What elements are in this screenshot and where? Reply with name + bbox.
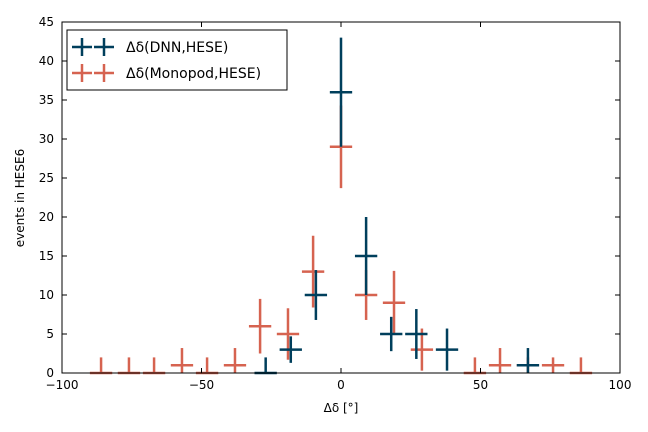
data-point	[279, 336, 302, 363]
y-axis-label: events in HESE6	[13, 149, 27, 247]
x-tick-label: −50	[189, 378, 214, 392]
x-tick-label: −100	[46, 378, 79, 392]
x-tick-label: 50	[473, 378, 488, 392]
y-tick-label: 5	[46, 327, 54, 341]
data-point	[304, 270, 328, 320]
data-point	[276, 308, 300, 360]
data-point	[354, 217, 378, 295]
data-point	[463, 357, 487, 375]
data-point	[195, 357, 219, 375]
legend-entry: Δδ(Monopod,HESE)	[72, 64, 261, 82]
axis-ticks: −100 −50 0 50 100 0 5 10 15 20 25 30 35 40 45	[39, 15, 632, 392]
y-tick-label: 20	[39, 210, 54, 224]
data-point	[89, 357, 113, 375]
data-point	[410, 328, 434, 371]
data-point	[380, 316, 403, 352]
data-point	[382, 270, 406, 335]
data-point	[223, 348, 247, 373]
y-tick-label: 30	[39, 132, 54, 146]
data-point	[405, 309, 428, 359]
data-point	[569, 357, 593, 375]
y-tick-label: 25	[39, 171, 54, 185]
data-point	[488, 348, 512, 373]
y-tick-label: 45	[39, 15, 54, 29]
data-point	[541, 357, 565, 373]
data-point	[248, 298, 272, 354]
legend: Δδ(DNN,HESE) Δδ(Monopod,HESE)	[66, 29, 288, 91]
data-point	[329, 37, 353, 147]
y-tick-label: 0	[46, 366, 54, 380]
y-tick-label: 35	[39, 93, 54, 107]
data-point	[516, 348, 540, 373]
legend-label: Δδ(DNN,HESE)	[126, 40, 228, 56]
data-point	[117, 357, 141, 375]
x-axis-label: Δδ [°]	[324, 401, 359, 415]
legend-label: Δδ(Monopod,HESE)	[126, 66, 261, 82]
y-tick-label: 40	[39, 54, 54, 68]
x-tick-label: 0	[337, 378, 345, 392]
data-point	[301, 235, 325, 308]
series-0	[254, 37, 540, 375]
data-point	[142, 357, 166, 375]
y-tick-label: 15	[39, 249, 54, 263]
data-point	[170, 348, 194, 373]
legend-entry: Δδ(DNN,HESE)	[72, 38, 228, 56]
y-tick-label: 10	[39, 288, 54, 302]
data-point	[254, 357, 277, 375]
x-tick-label: 100	[609, 378, 632, 392]
data-point	[435, 328, 459, 371]
